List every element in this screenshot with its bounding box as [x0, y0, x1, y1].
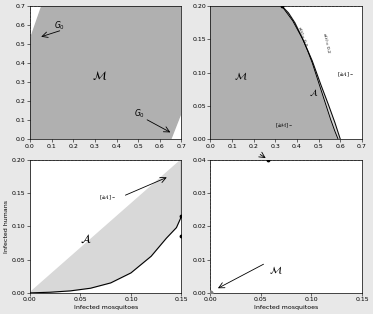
Polygon shape	[30, 160, 182, 293]
Text: $\alpha(t)=0.7$: $\alpha(t)=0.7$	[296, 25, 309, 47]
Text: $G_0$: $G_0$	[54, 19, 65, 32]
X-axis label: Infected mosquitoes: Infected mosquitoes	[73, 305, 138, 310]
Text: $[\partial\mathcal{A}]_-$: $[\partial\mathcal{A}]_-$	[99, 194, 116, 202]
Text: $G_0$: $G_0$	[134, 108, 145, 120]
Text: $[\partial\mathcal{A}]_-$: $[\partial\mathcal{A}]_-$	[337, 70, 354, 79]
Polygon shape	[30, 6, 182, 139]
Text: $\mathcal{A}$: $\mathcal{A}$	[80, 233, 91, 246]
Y-axis label: Infected humans: Infected humans	[4, 200, 9, 253]
Polygon shape	[282, 6, 340, 139]
Polygon shape	[210, 6, 338, 139]
Text: $\mathcal{A}$: $\mathcal{A}$	[308, 88, 318, 98]
Text: $\alpha(t)=0.2$: $\alpha(t)=0.2$	[321, 31, 332, 54]
Text: $\mathcal{M}$: $\mathcal{M}$	[269, 264, 283, 276]
X-axis label: Infected mosquitoes: Infected mosquitoes	[254, 305, 318, 310]
Text: $\mathcal{M}$: $\mathcal{M}$	[92, 68, 107, 82]
Text: $\mathcal{M}$: $\mathcal{M}$	[234, 71, 248, 82]
Text: $[\partial\mathcal{M}]_-$: $[\partial\mathcal{M}]_-$	[275, 122, 293, 130]
